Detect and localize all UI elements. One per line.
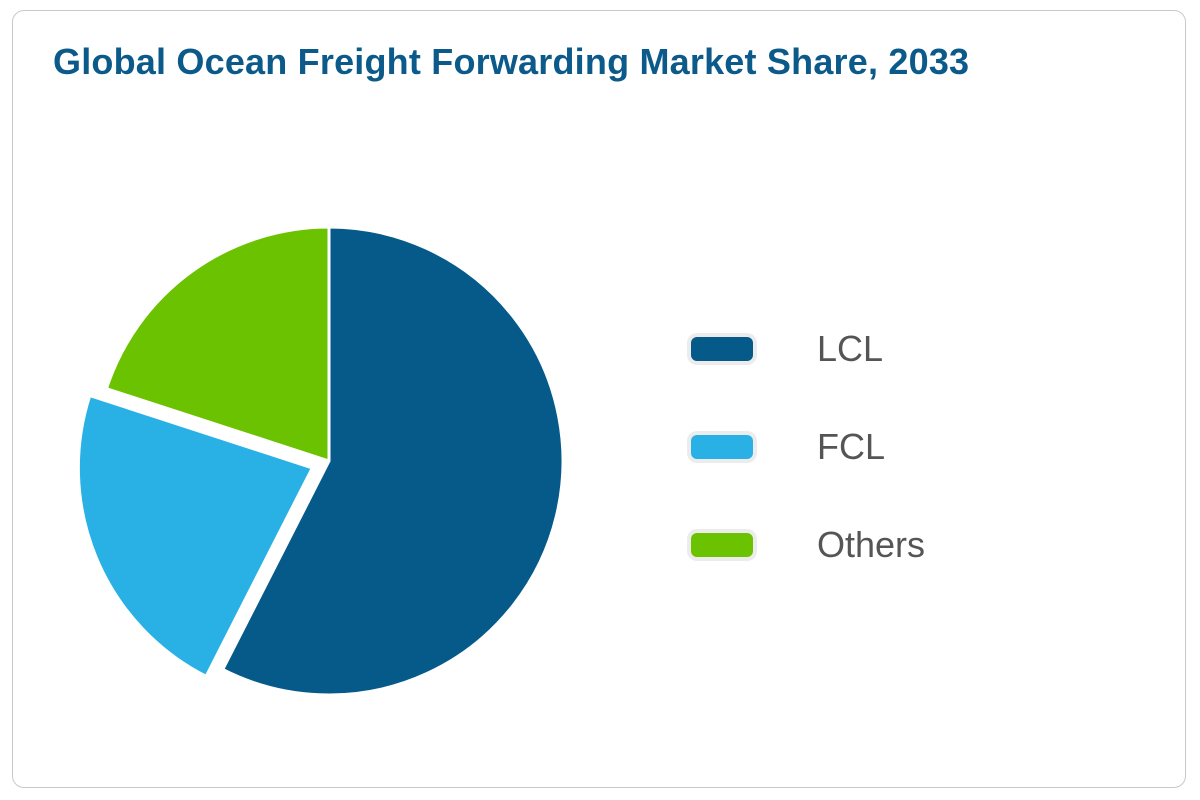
chart-title: Global Ocean Freight Forwarding Market S… <box>53 41 970 82</box>
pie-slice-lcl <box>221 225 565 697</box>
legend-swatch-others <box>691 533 753 557</box>
legend-item-fcl: FCL <box>691 426 1051 467</box>
legend: LCL FCL Others <box>691 328 1051 623</box>
pie-slice-others <box>104 225 331 463</box>
legend-item-others: Others <box>691 524 1051 565</box>
pie-chart <box>76 225 565 697</box>
legend-label-fcl: FCL <box>817 426 886 467</box>
chart-card: Global Ocean Freight Forwarding Market S… <box>12 10 1186 788</box>
legend-label-others: Others <box>817 524 926 565</box>
legend-label-lcl: LCL <box>817 328 884 369</box>
legend-item-lcl: LCL <box>691 328 1051 369</box>
pie-slice-fcl <box>76 394 314 678</box>
legend-swatch-fcl <box>691 435 753 459</box>
legend-swatch-lcl <box>691 337 753 361</box>
